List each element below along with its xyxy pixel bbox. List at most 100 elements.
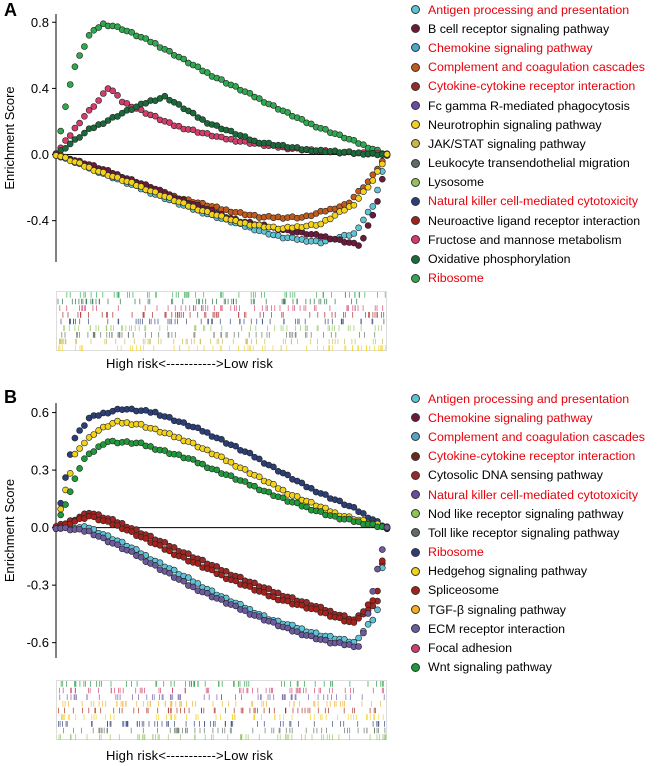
legend-marker bbox=[411, 509, 420, 519]
data-point bbox=[322, 126, 329, 133]
legend-label: Neuroactive ligand receptor interaction bbox=[428, 213, 641, 228]
hit-bars-b bbox=[56, 680, 387, 740]
data-point bbox=[227, 472, 235, 479]
panel-b: B 0.6 0.3 0.0 -0.3 -0.6 Enrichment Score Anti… bbox=[0, 383, 671, 766]
legend-item: B cell receptor signaling pathway bbox=[411, 19, 645, 38]
data-point bbox=[279, 486, 287, 494]
legend-item: Complement and coagulation cascades bbox=[411, 58, 645, 77]
legend-label: Ribosome bbox=[428, 271, 484, 286]
data-point bbox=[189, 109, 197, 117]
data-point bbox=[100, 534, 107, 542]
data-point bbox=[137, 439, 145, 447]
data-point bbox=[114, 174, 121, 181]
data-point bbox=[166, 430, 173, 437]
y-tick-label: 0.3 bbox=[31, 463, 49, 478]
data-point bbox=[109, 87, 116, 95]
data-point bbox=[255, 95, 263, 102]
data-point bbox=[350, 201, 358, 209]
legend-label: TGF-β signaling pathway bbox=[428, 602, 566, 617]
data-point bbox=[350, 230, 358, 237]
data-point bbox=[232, 602, 239, 610]
data-point bbox=[204, 69, 211, 76]
legend-marker bbox=[411, 254, 420, 264]
data-point bbox=[360, 188, 367, 195]
legend-item: Ribosome bbox=[411, 269, 645, 288]
data-point bbox=[218, 76, 225, 83]
data-point bbox=[114, 522, 121, 529]
x-axis-label: High risk<----------->Low risk bbox=[106, 748, 274, 763]
data-point bbox=[90, 513, 98, 521]
data-point bbox=[369, 211, 377, 219]
legend-marker bbox=[411, 432, 420, 442]
data-point bbox=[204, 429, 211, 436]
legend-label: Fc gamma R-mediated phagocytosis bbox=[428, 98, 630, 113]
data-point bbox=[62, 137, 69, 144]
legend-item: Spliceosome bbox=[411, 581, 645, 600]
legend-item: Wnt signaling pathway bbox=[411, 658, 645, 677]
legend-marker bbox=[411, 43, 420, 53]
data-point bbox=[71, 124, 79, 132]
data-point bbox=[66, 470, 74, 477]
data-point bbox=[284, 109, 292, 116]
data-point bbox=[251, 482, 258, 490]
data-point bbox=[336, 497, 344, 505]
legend-label: Cytokine-cytokine receptor interaction bbox=[428, 79, 636, 94]
data-point bbox=[81, 439, 88, 447]
data-point bbox=[194, 424, 202, 432]
data-point bbox=[383, 524, 391, 531]
data-point bbox=[204, 446, 211, 454]
data-point bbox=[128, 528, 135, 535]
data-point bbox=[90, 124, 98, 132]
legend-marker bbox=[411, 413, 420, 423]
data-point bbox=[90, 431, 98, 438]
data-point bbox=[378, 160, 386, 168]
y-tick-label: 0.6 bbox=[31, 405, 49, 420]
series-oxidative-phosphorylation bbox=[52, 92, 391, 159]
data-point bbox=[298, 116, 306, 123]
data-point bbox=[237, 573, 244, 581]
data-point bbox=[76, 427, 83, 434]
legend-label: Oxidative phosphorylation bbox=[428, 252, 571, 267]
legend-item: Toll like receptor signaling pathway bbox=[411, 523, 645, 542]
data-point bbox=[307, 120, 315, 128]
data-point bbox=[364, 621, 372, 628]
legend-marker bbox=[411, 177, 420, 187]
data-point bbox=[128, 28, 135, 36]
legend-item: Fc gamma R-mediated phagocytosis bbox=[411, 96, 645, 115]
data-point bbox=[369, 177, 377, 184]
data-point bbox=[161, 92, 169, 100]
legend-item: Cytokine-cytokine receptor interaction bbox=[411, 447, 645, 466]
legend-item: Antigen processing and presentation bbox=[411, 0, 645, 19]
data-point bbox=[255, 613, 263, 620]
data-point bbox=[62, 501, 69, 508]
data-point bbox=[166, 547, 173, 555]
data-point bbox=[270, 463, 277, 471]
data-point bbox=[364, 610, 372, 617]
data-point bbox=[360, 629, 367, 637]
data-point bbox=[208, 566, 216, 574]
legend-label: Antigen processing and presentation bbox=[428, 391, 630, 406]
legend-item: Antigen processing and presentation bbox=[411, 389, 645, 408]
data-point bbox=[364, 222, 372, 229]
data-point bbox=[66, 140, 74, 148]
data-point bbox=[66, 81, 74, 88]
data-point bbox=[336, 614, 344, 622]
data-point bbox=[57, 127, 65, 135]
data-point bbox=[76, 134, 83, 141]
data-point bbox=[95, 24, 102, 31]
y-tick-label: -0.4 bbox=[27, 213, 49, 228]
data-point bbox=[85, 434, 93, 441]
data-point bbox=[189, 439, 197, 447]
data-point bbox=[232, 442, 239, 450]
data-point bbox=[355, 643, 362, 650]
data-point bbox=[185, 550, 192, 557]
data-point bbox=[128, 179, 135, 186]
legend-item: Chemokine signaling pathway bbox=[411, 38, 645, 57]
legend-item: Cytokine-cytokine receptor interaction bbox=[411, 77, 645, 96]
data-point bbox=[218, 571, 225, 579]
data-point bbox=[62, 145, 69, 152]
legend-marker bbox=[411, 490, 420, 500]
data-point bbox=[95, 427, 102, 434]
legend-marker bbox=[411, 566, 420, 576]
data-point bbox=[298, 479, 306, 487]
